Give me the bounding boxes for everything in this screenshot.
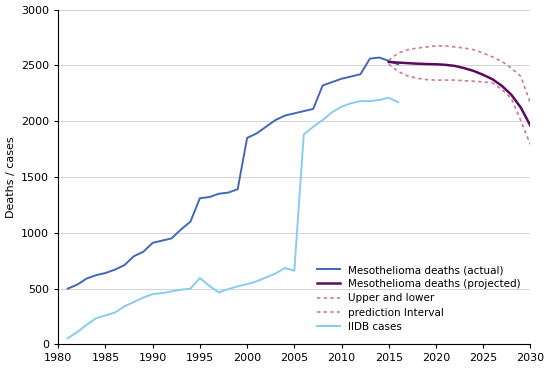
Y-axis label: Deaths / cases: Deaths / cases: [6, 136, 15, 218]
Legend: Mesothelioma deaths (actual), Mesothelioma deaths (projected), Upper and lower, : Mesothelioma deaths (actual), Mesothelio…: [313, 261, 525, 336]
